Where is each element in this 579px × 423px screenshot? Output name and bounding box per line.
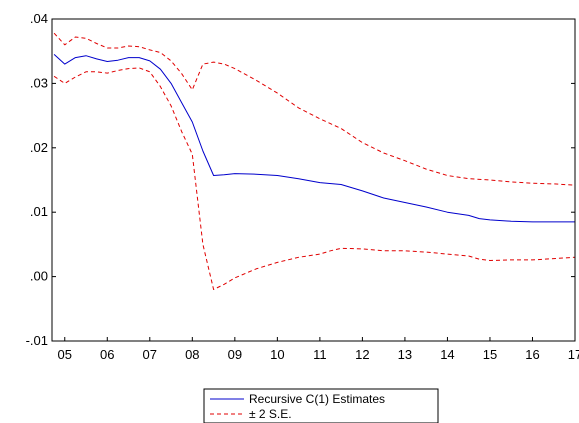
series-line-1 — [53, 32, 576, 186]
x-tick-label-1: 06 — [100, 347, 114, 362]
x-tick-label-12: 17 — [568, 347, 579, 362]
x-tick-label-5: 10 — [270, 347, 284, 362]
series-line-2 — [53, 67, 576, 290]
plot-frame — [51, 18, 576, 342]
y-tick-label-1: .03 — [30, 75, 48, 90]
series-line-0 — [53, 54, 575, 223]
legend: Recursive C(1) Estimates ± 2 S.E. — [203, 388, 439, 423]
x-tick-label-6: 11 — [313, 347, 327, 362]
x-tick-label-2: 07 — [143, 347, 157, 362]
x-tick-label-7: 12 — [355, 347, 369, 362]
series-layer — [53, 32, 576, 290]
y-tick-label-5: -.01 — [26, 333, 48, 348]
y-tick-label-0: .04 — [30, 11, 48, 26]
x-tick-label-0: 05 — [58, 347, 72, 362]
legend-box — [203, 388, 439, 423]
tick-layer — [52, 18, 576, 342]
x-tick-label-3: 08 — [185, 347, 199, 362]
y-tick-labels: .04 .03 .02 .01 .00 -.01 — [26, 11, 48, 348]
legend-label-se: ± 2 S.E. — [249, 407, 292, 421]
legend-label-estimates: Recursive C(1) Estimates — [249, 392, 385, 406]
x-tick-label-8: 13 — [398, 347, 412, 362]
x-tick-label-11: 16 — [525, 347, 539, 362]
y-tick-label-3: .01 — [30, 204, 48, 219]
y-tick-label-4: .00 — [30, 269, 48, 284]
x-tick-label-9: 14 — [440, 347, 454, 362]
y-tick-label-2: .02 — [30, 140, 48, 155]
x-tick-labels: 05 06 07 08 09 10 11 12 13 14 15 16 17 — [58, 347, 579, 362]
x-tick-label-4: 09 — [228, 347, 242, 362]
x-tick-label-10: 15 — [483, 347, 497, 362]
